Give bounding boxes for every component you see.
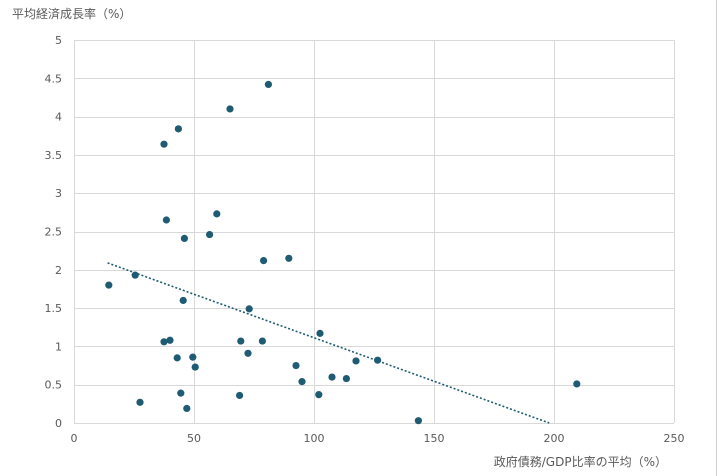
trendline — [107, 262, 550, 424]
y-tick-label: 1 — [55, 340, 62, 353]
y-tick-label: 4 — [55, 111, 62, 124]
x-axis-title: 政府債務/GDP比率の平均（%） — [494, 454, 667, 469]
y-tick-labels: 0 0.5 1 1.5 2 2.5 3 3.5 4 4.5 5 — [45, 34, 63, 430]
data-point — [573, 380, 581, 388]
data-point — [180, 234, 188, 242]
x-tick-label: 150 — [424, 432, 445, 445]
y-tick-label: 0 — [55, 417, 62, 430]
y-tick-label: 1.5 — [45, 302, 63, 315]
y-tick-label: 4.5 — [45, 72, 63, 85]
data-point — [179, 296, 187, 305]
x-tick-label: 250 — [664, 432, 685, 445]
gridlines — [74, 40, 675, 424]
window-edge — [716, 0, 717, 476]
data-point — [174, 125, 182, 133]
x-tick-label: 0 — [71, 432, 78, 445]
y-tick-label: 2 — [55, 264, 62, 277]
data-point — [131, 271, 139, 279]
data-point — [162, 216, 170, 224]
data-point — [245, 305, 253, 313]
trendline-group — [107, 262, 550, 424]
data-point — [328, 373, 336, 381]
data-point — [105, 281, 113, 289]
data-point — [374, 356, 382, 364]
data-point — [285, 254, 293, 262]
y-tick-label: 5 — [55, 34, 62, 47]
data-point — [183, 404, 191, 413]
data-point — [244, 349, 252, 357]
x-tick-label: 100 — [304, 432, 325, 445]
data-point — [298, 378, 306, 386]
y-tick-label: 0.5 — [45, 379, 63, 392]
data-point — [213, 210, 221, 218]
y-tick-label: 2.5 — [45, 226, 63, 239]
data-point — [166, 336, 174, 344]
data-point — [264, 80, 272, 89]
data-point — [177, 389, 185, 397]
x-tick-labels: 0 50 100 150 200 250 — [71, 432, 685, 445]
y-axis-title: 平均経済成長率（%） — [12, 6, 131, 21]
data-point — [342, 374, 350, 383]
data-point — [352, 357, 360, 365]
data-point — [189, 353, 197, 361]
data-point — [160, 338, 168, 346]
y-tick-label: 3.5 — [45, 149, 63, 162]
data-point — [315, 391, 323, 399]
y-tick-label: 3 — [55, 187, 62, 200]
data-point — [206, 230, 214, 239]
data-point — [226, 105, 234, 113]
data-point — [316, 329, 324, 337]
data-points — [105, 80, 581, 425]
data-point — [191, 363, 199, 371]
data-point — [236, 391, 244, 400]
data-point — [414, 417, 422, 425]
data-point — [260, 257, 268, 265]
data-point — [258, 337, 266, 345]
x-tick-label: 200 — [544, 432, 565, 445]
x-tick-label: 50 — [187, 432, 201, 445]
data-point — [160, 140, 168, 148]
data-point — [173, 354, 181, 362]
data-point — [292, 361, 300, 370]
data-point — [136, 398, 144, 406]
data-point — [237, 337, 245, 345]
